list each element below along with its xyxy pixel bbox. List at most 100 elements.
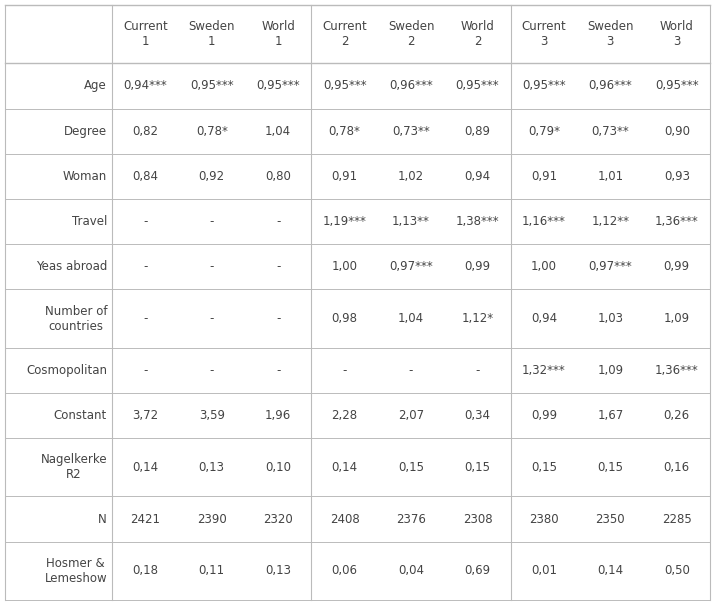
Text: 1,09: 1,09: [597, 364, 623, 377]
Text: 1,13**: 1,13**: [392, 215, 430, 228]
Text: -: -: [276, 215, 280, 228]
Text: 0,99: 0,99: [531, 409, 557, 422]
Text: 0,96***: 0,96***: [588, 79, 632, 93]
Text: 0,15: 0,15: [531, 461, 557, 474]
Text: 0,15: 0,15: [465, 461, 490, 474]
Text: 0,90: 0,90: [664, 125, 690, 137]
Text: 3,72: 3,72: [132, 409, 158, 422]
Text: 0,15: 0,15: [597, 461, 623, 474]
Text: 0,13: 0,13: [265, 564, 291, 577]
Text: 0,73**: 0,73**: [392, 125, 430, 137]
Text: -: -: [143, 312, 147, 325]
Text: 2308: 2308: [463, 512, 493, 526]
Text: 0,78*: 0,78*: [329, 125, 360, 137]
Text: 0,96***: 0,96***: [389, 79, 433, 93]
Text: 1,03: 1,03: [597, 312, 623, 325]
Text: 1,04: 1,04: [398, 312, 424, 325]
Text: 2390: 2390: [197, 512, 227, 526]
Text: -: -: [143, 215, 147, 228]
Text: Degree: Degree: [64, 125, 107, 137]
Text: 0,50: 0,50: [664, 564, 690, 577]
Text: 0,14: 0,14: [132, 461, 158, 474]
Text: 0,04: 0,04: [398, 564, 424, 577]
Text: -: -: [209, 364, 214, 377]
Text: 0,84: 0,84: [132, 170, 158, 183]
Text: 1,38***: 1,38***: [455, 215, 499, 228]
Text: 0,16: 0,16: [664, 461, 690, 474]
Text: World
2: World 2: [460, 20, 494, 48]
Text: 0,95***: 0,95***: [322, 79, 366, 93]
Text: Nagelkerke
R2: Nagelkerke R2: [41, 453, 107, 482]
Text: Travel: Travel: [72, 215, 107, 228]
Text: 0,10: 0,10: [265, 461, 291, 474]
Text: 2421: 2421: [130, 512, 160, 526]
Text: Number of
countries: Number of countries: [44, 304, 107, 333]
Text: 0,13: 0,13: [199, 461, 225, 474]
Text: 0,98: 0,98: [332, 312, 358, 325]
Text: -: -: [276, 260, 280, 273]
Text: 1,00: 1,00: [531, 260, 557, 273]
Text: 1,36***: 1,36***: [655, 215, 699, 228]
Text: 2380: 2380: [529, 512, 558, 526]
Text: -: -: [209, 260, 214, 273]
Text: 1,09: 1,09: [664, 312, 690, 325]
Text: 0,79*: 0,79*: [528, 125, 560, 137]
Text: 1,16***: 1,16***: [522, 215, 566, 228]
Text: World
1: World 1: [261, 20, 295, 48]
Text: 0,26: 0,26: [664, 409, 690, 422]
Text: Age: Age: [84, 79, 107, 93]
Text: Current
3: Current 3: [521, 20, 566, 48]
Text: 0,82: 0,82: [132, 125, 158, 137]
Text: Current
2: Current 2: [322, 20, 367, 48]
Text: 2,07: 2,07: [398, 409, 424, 422]
Text: Current
1: Current 1: [123, 20, 168, 48]
Text: 0,92: 0,92: [199, 170, 225, 183]
Text: 0,89: 0,89: [465, 125, 490, 137]
Text: 0,80: 0,80: [265, 170, 291, 183]
Text: Sweden
2: Sweden 2: [388, 20, 434, 48]
Text: 0,06: 0,06: [332, 564, 358, 577]
Text: Woman: Woman: [63, 170, 107, 183]
Text: -: -: [143, 364, 147, 377]
Text: 0,95***: 0,95***: [655, 79, 699, 93]
Text: 0,94***: 0,94***: [124, 79, 167, 93]
Text: -: -: [143, 260, 147, 273]
Text: 0,95***: 0,95***: [190, 79, 234, 93]
Text: Cosmopolitan: Cosmopolitan: [26, 364, 107, 377]
Text: 2,28: 2,28: [332, 409, 358, 422]
Text: -: -: [276, 312, 280, 325]
Text: 1,96: 1,96: [265, 409, 291, 422]
Text: 1,00: 1,00: [332, 260, 358, 273]
Text: 1,32***: 1,32***: [522, 364, 566, 377]
Text: 0,94: 0,94: [465, 170, 490, 183]
Text: 0,95***: 0,95***: [522, 79, 566, 93]
Text: Sweden
1: Sweden 1: [189, 20, 235, 48]
Text: 0,91: 0,91: [332, 170, 358, 183]
Text: -: -: [409, 364, 413, 377]
Text: 0,14: 0,14: [597, 564, 623, 577]
Text: 1,36***: 1,36***: [655, 364, 699, 377]
Text: 0,99: 0,99: [465, 260, 490, 273]
Text: -: -: [342, 364, 347, 377]
Text: -: -: [209, 215, 214, 228]
Text: 1,67: 1,67: [597, 409, 623, 422]
Text: 0,69: 0,69: [465, 564, 490, 577]
Text: 0,78*: 0,78*: [196, 125, 227, 137]
Text: 0,14: 0,14: [332, 461, 358, 474]
Text: 1,19***: 1,19***: [322, 215, 367, 228]
Text: 2350: 2350: [596, 512, 625, 526]
Text: -: -: [209, 312, 214, 325]
Text: 0,01: 0,01: [531, 564, 557, 577]
Text: 1,12**: 1,12**: [591, 215, 629, 228]
Text: Sweden
3: Sweden 3: [587, 20, 633, 48]
Text: Yeas abroad: Yeas abroad: [36, 260, 107, 273]
Text: 0,99: 0,99: [664, 260, 690, 273]
Text: 2285: 2285: [662, 512, 691, 526]
Text: 1,01: 1,01: [597, 170, 623, 183]
Text: 2376: 2376: [396, 512, 426, 526]
Text: 1,04: 1,04: [265, 125, 291, 137]
Text: 0,97***: 0,97***: [389, 260, 433, 273]
Text: 0,91: 0,91: [531, 170, 557, 183]
Text: 0,95***: 0,95***: [455, 79, 499, 93]
Text: N: N: [99, 512, 107, 526]
